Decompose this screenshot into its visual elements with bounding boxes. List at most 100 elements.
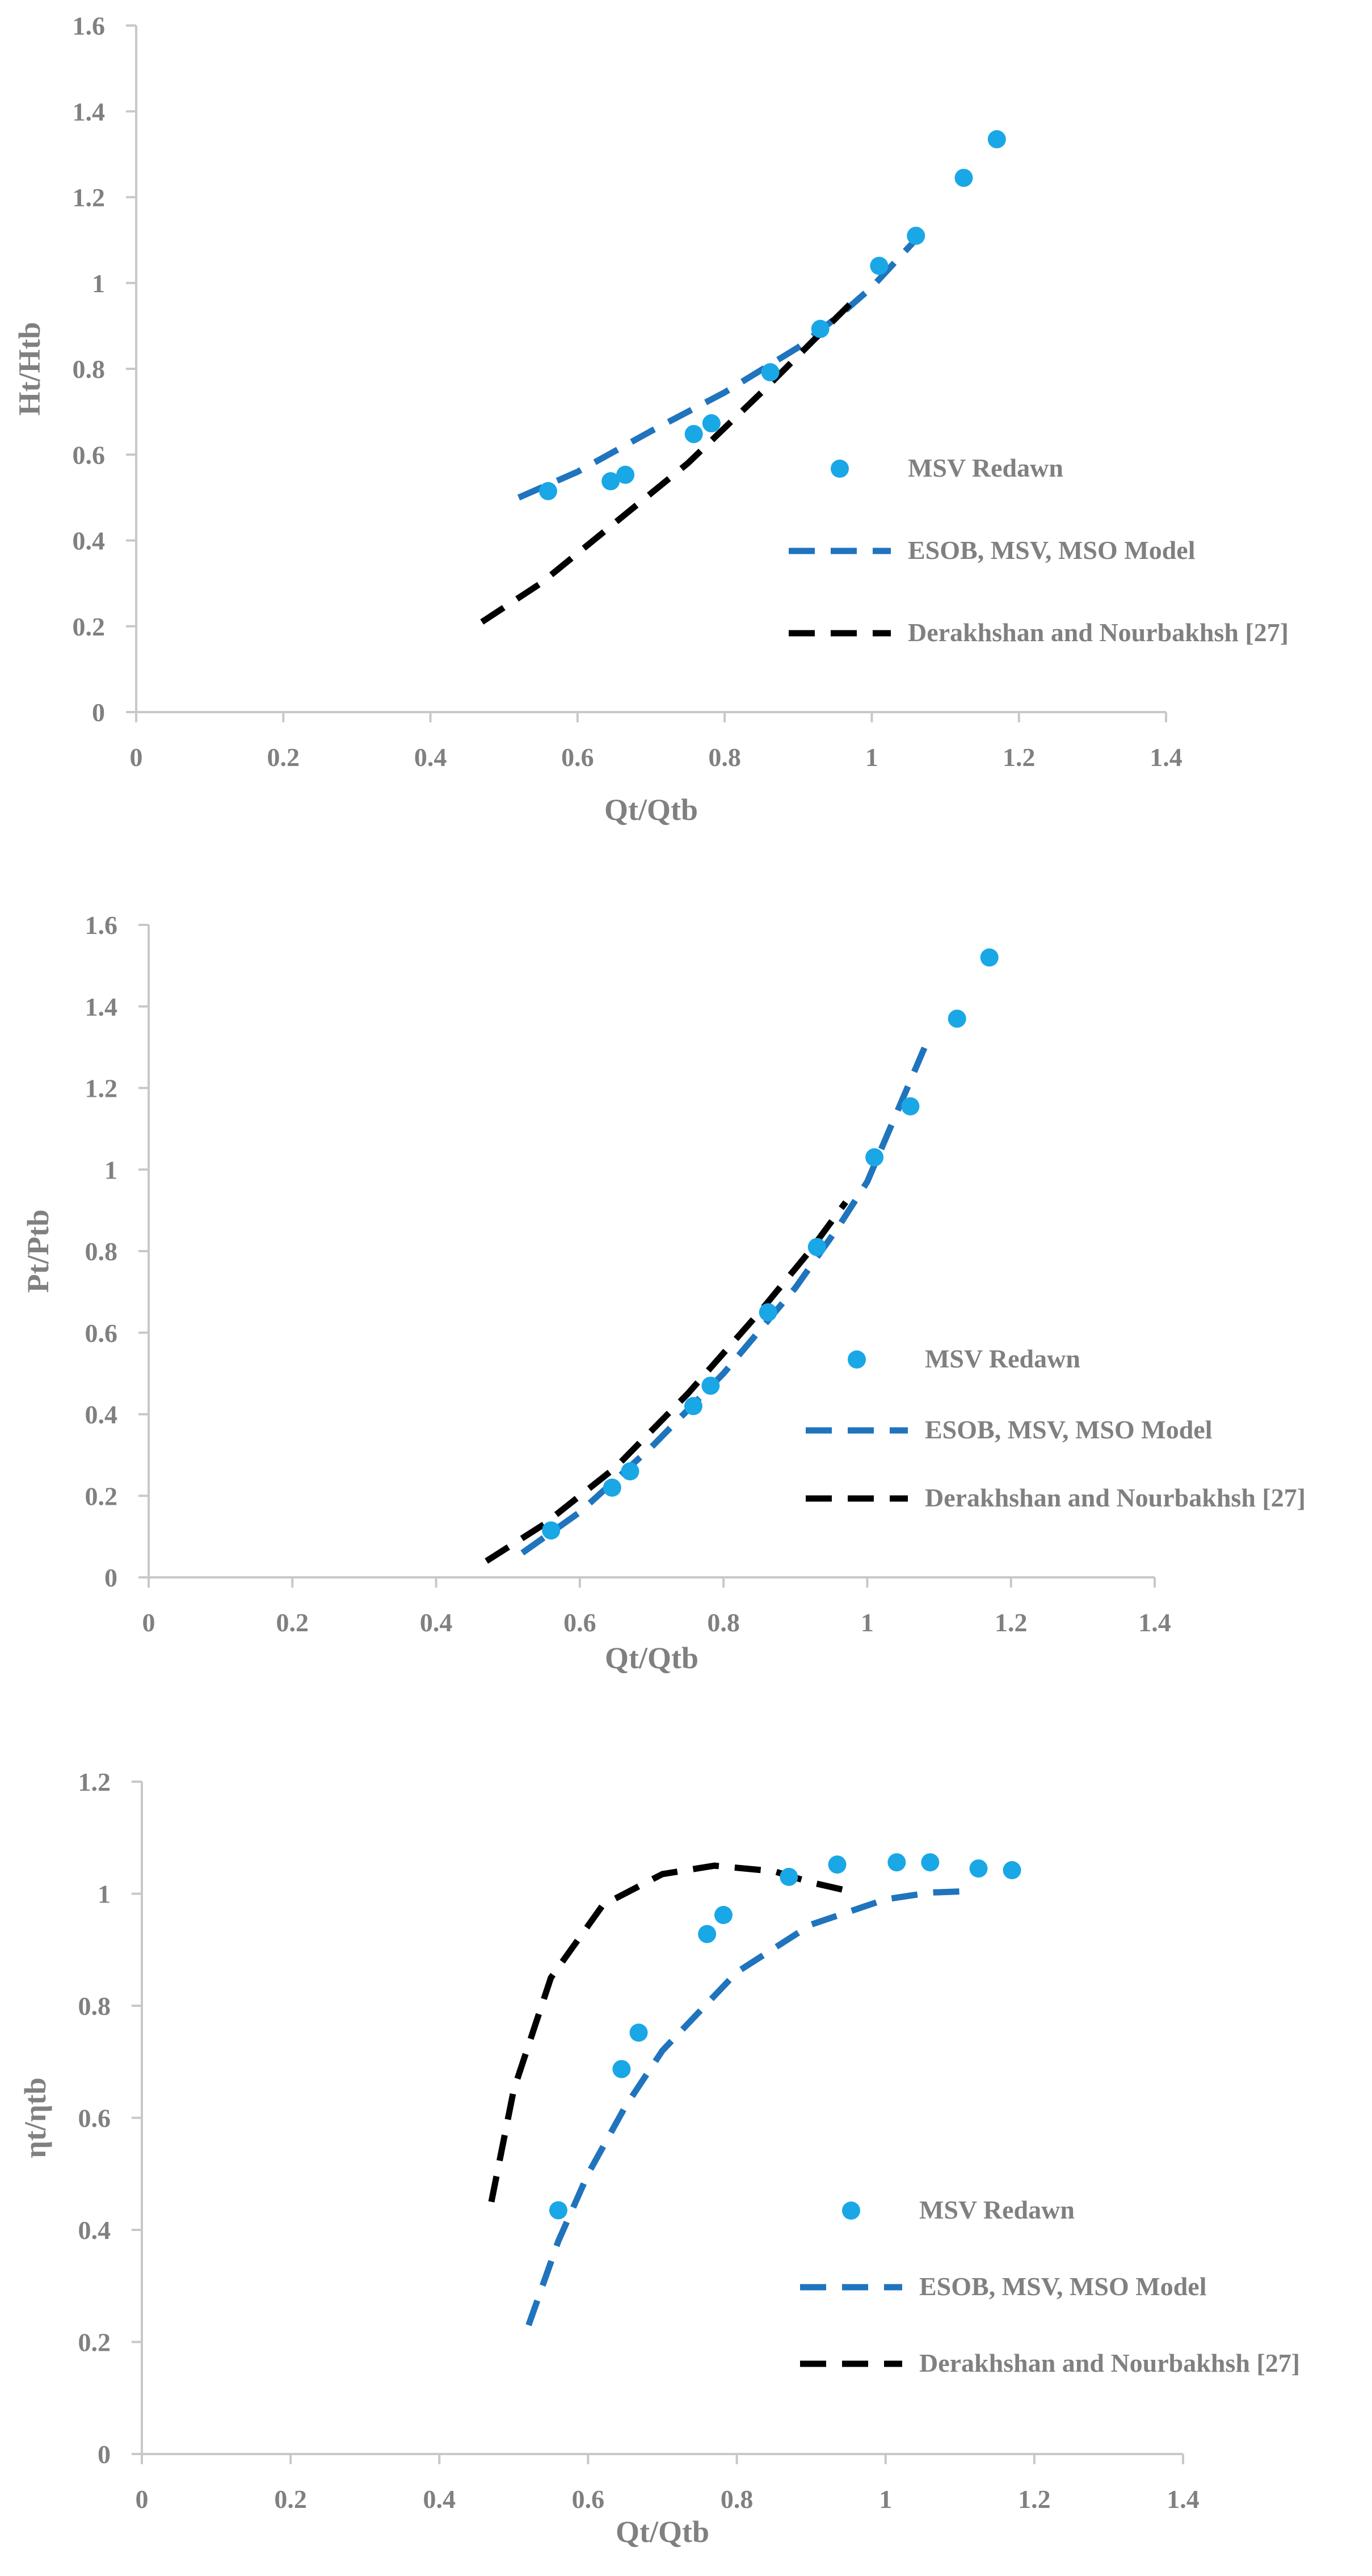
y-tick-label: 1.6 xyxy=(73,11,106,40)
data-point xyxy=(612,2060,631,2078)
y-axis-label: ηt/ηtb xyxy=(18,2077,52,2158)
legend-points-label: MSV Redawn xyxy=(919,2195,1075,2224)
legend-reference-label: Derakhshan and Nourbakhsh [27] xyxy=(919,2348,1300,2377)
legend: MSV Redawn ESOB, MSV, MSO Model Derakhshan… xyxy=(806,1344,1306,1512)
y-tick-label: 0.4 xyxy=(78,2216,111,2245)
legend-reference-label: Derakhshan and Nourbakhsh [27] xyxy=(908,618,1289,647)
chart-power-ratio: Pt/Ptb Qt/Qtb 0 0.2 0.4 0.6 0.8 1 1.2 1.4 1.6 0 0.… xyxy=(0,874,1372,1725)
y-tick-label: 1 xyxy=(92,269,105,298)
x-tick-label: 1.2 xyxy=(1003,743,1036,772)
x-tick-label: 1.4 xyxy=(1138,1608,1171,1637)
legend-point-marker xyxy=(831,460,849,478)
x-tick-label: 0 xyxy=(136,2485,149,2514)
x-tick-label: 1 xyxy=(865,743,878,772)
x-tick-label: 0.6 xyxy=(561,743,594,772)
x-tick-label: 1.4 xyxy=(1167,2485,1200,2514)
gridless-plot-area: 0 0.2 0.4 0.6 0.8 1 1.2 1.4 1.6 0 0.2 0.4 0.6 0.8 1 1.2… xyxy=(85,911,1171,1637)
data-point xyxy=(702,414,721,433)
legend-points-label: MSV Redawn xyxy=(908,453,1063,482)
y-axis-title: Pt/Ptb xyxy=(21,1210,55,1293)
data-point xyxy=(780,1867,798,1886)
data-point xyxy=(621,1462,639,1481)
data-point xyxy=(629,2023,648,2042)
data-point xyxy=(542,1521,561,1540)
data-point xyxy=(907,226,925,245)
y-tick-label: 0.6 xyxy=(78,2104,111,2133)
x-tick-label: 0.2 xyxy=(274,2485,307,2514)
data-point xyxy=(921,1853,940,1872)
x-tick-label: 0.2 xyxy=(276,1608,309,1637)
x-tick-label: 0.6 xyxy=(563,1608,596,1637)
x-tick-label: 0 xyxy=(142,1608,155,1637)
data-point xyxy=(870,256,889,275)
data-point xyxy=(807,1238,826,1256)
y-tick-label: 1 xyxy=(104,1155,117,1184)
data-point xyxy=(828,1855,847,1874)
chart-svg: ηt/ηtb Qt/Qtb 0 0.2 0.4 0.6 0.8 1 1.2 0 0.2 0.4 0.… xyxy=(18,1767,1300,2549)
data-point xyxy=(684,424,703,443)
x-axis-label: Qt/Qtb xyxy=(605,1641,698,1675)
y-tick-label: 0 xyxy=(92,698,105,727)
y-axis-title: Ht/Htb xyxy=(12,322,47,415)
x-tick-label: 0.4 xyxy=(423,2485,456,2514)
data-point xyxy=(954,169,973,187)
y-tick-label: 0.6 xyxy=(85,1319,118,1348)
data-point xyxy=(684,1397,702,1416)
chart-head-ratio: Ht/Htb Qt/Qtb 0 0.2 0.4 0.6 0.8 1 1.2 1.4 1.6 0 0.… xyxy=(0,0,1372,851)
y-tick-label: 0 xyxy=(104,1563,117,1592)
data-point xyxy=(901,1097,920,1116)
x-tick-label: 0 xyxy=(130,743,143,772)
y-tick-label: 0.6 xyxy=(73,440,106,469)
data-point xyxy=(759,1303,777,1321)
reference-line xyxy=(488,1862,849,2203)
x-tick-label: 1.2 xyxy=(1018,2485,1051,2514)
data-point xyxy=(714,1906,733,1925)
data-point xyxy=(811,319,830,338)
y-tick-label: 1 xyxy=(98,1880,111,1909)
reference-line xyxy=(485,1200,848,1564)
x-tick-label: 0.8 xyxy=(707,1608,740,1637)
reference-line xyxy=(480,302,852,625)
data-point xyxy=(603,1478,621,1497)
legend-model-label: ESOB, MSV, MSO Model xyxy=(908,536,1196,565)
data-point xyxy=(969,1859,988,1878)
x-tick-label: 0.6 xyxy=(572,2485,605,2514)
model-line xyxy=(517,229,926,500)
y-tick-label: 1.4 xyxy=(85,992,118,1021)
gridless-plot-area: 0 0.2 0.4 0.6 0.8 1 1.2 0 0.2 0.4 0.6 0.8 1 1.2 1.4 xyxy=(78,1767,1200,2514)
x-tick-label: 1 xyxy=(879,2485,892,2514)
model-line xyxy=(520,1046,928,1556)
y-tick-label: 1.6 xyxy=(85,911,118,940)
data-point xyxy=(980,948,999,967)
legend-points-label: MSV Redawn xyxy=(925,1344,1080,1373)
data-point xyxy=(887,1853,906,1872)
x-axis-title: Qt/Qtb xyxy=(604,793,698,827)
y-tick-label: 0.4 xyxy=(73,527,106,555)
data-point xyxy=(987,130,1006,149)
legend-point-marker xyxy=(842,2202,860,2220)
legend-point-marker xyxy=(848,1350,866,1369)
x-axis-title: Qt/Qtb xyxy=(605,1641,698,1675)
legend-model-label: ESOB, MSV, MSO Model xyxy=(919,2272,1207,2301)
y-tick-label: 0.4 xyxy=(85,1400,118,1429)
y-axis-label: Pt/Ptb xyxy=(21,1210,55,1293)
y-tick-label: 0 xyxy=(98,2440,111,2469)
chart-svg: Pt/Ptb Qt/Qtb 0 0.2 0.4 0.6 0.8 1 1.2 1.4 1.6 0 0.… xyxy=(21,911,1306,1675)
data-point xyxy=(698,1925,717,1943)
x-tick-label: 1.4 xyxy=(1150,743,1182,772)
y-tick-label: 0.2 xyxy=(78,2328,111,2357)
data-point xyxy=(549,2201,567,2220)
x-tick-label: 1.2 xyxy=(995,1608,1028,1637)
y-axis-title: ηt/ηtb xyxy=(18,2077,52,2158)
gridless-plot-area: 0 0.2 0.4 0.6 0.8 1 1.2 1.4 1.6 0 0.2 0.4 0.6 0.8 1 1.2… xyxy=(73,11,1182,772)
legend: MSV Redawn ESOB, MSV, MSO Model Derakhshan… xyxy=(800,2195,1300,2377)
y-tick-label: 0.8 xyxy=(73,355,106,384)
x-tick-label: 0.8 xyxy=(721,2485,754,2514)
y-tick-label: 0.8 xyxy=(78,1992,111,2021)
data-point xyxy=(865,1148,884,1167)
legend-reference-label: Derakhshan and Nourbakhsh [27] xyxy=(925,1483,1306,1512)
data-point xyxy=(1003,1861,1021,1880)
chart-efficiency-ratio: ηt/ηtb Qt/Qtb 0 0.2 0.4 0.6 0.8 1 1.2 0 0.2 0.4 0.… xyxy=(0,1748,1372,2576)
y-tick-label: 0.8 xyxy=(85,1237,118,1266)
x-tick-label: 1 xyxy=(861,1608,874,1637)
